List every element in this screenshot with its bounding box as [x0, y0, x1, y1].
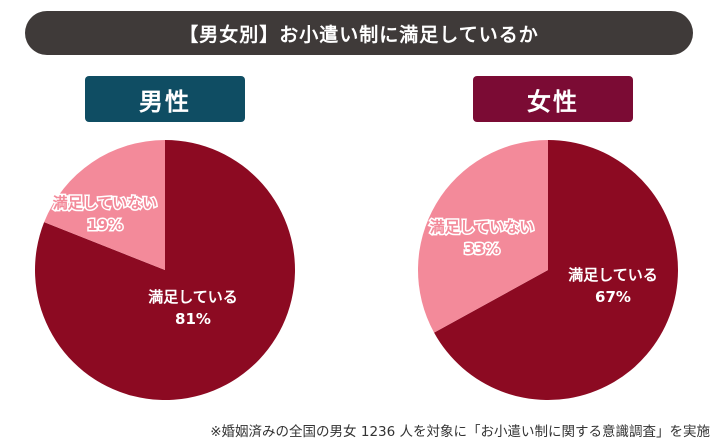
footnote: ※婚姻済みの全国の男女 1236 人を対象に「お小遣い制に関する意識調査」を実施: [210, 424, 710, 440]
female-slice-label: 満足していない: [430, 218, 535, 236]
male-slice-value: 19%: [87, 216, 123, 234]
chart-title: 【男女別】お小遣い制に満足しているか: [25, 11, 693, 55]
male-slice-label: 満足していない: [53, 194, 158, 212]
female-slice-value: 67%: [595, 288, 631, 306]
female-slice-value: 33%: [464, 240, 500, 258]
female-slice-satisfied: [434, 140, 679, 400]
male-group-label: 男性: [85, 76, 245, 122]
female-slice-not-satisfied: [417, 140, 548, 333]
female-slice-label: 満足している: [568, 266, 658, 284]
male-slice-value: 81%: [175, 310, 211, 328]
male-slice-label: 満足している: [148, 288, 238, 306]
female-group-label: 女性: [473, 76, 633, 122]
male-slice-not-satisfied: [44, 140, 165, 270]
